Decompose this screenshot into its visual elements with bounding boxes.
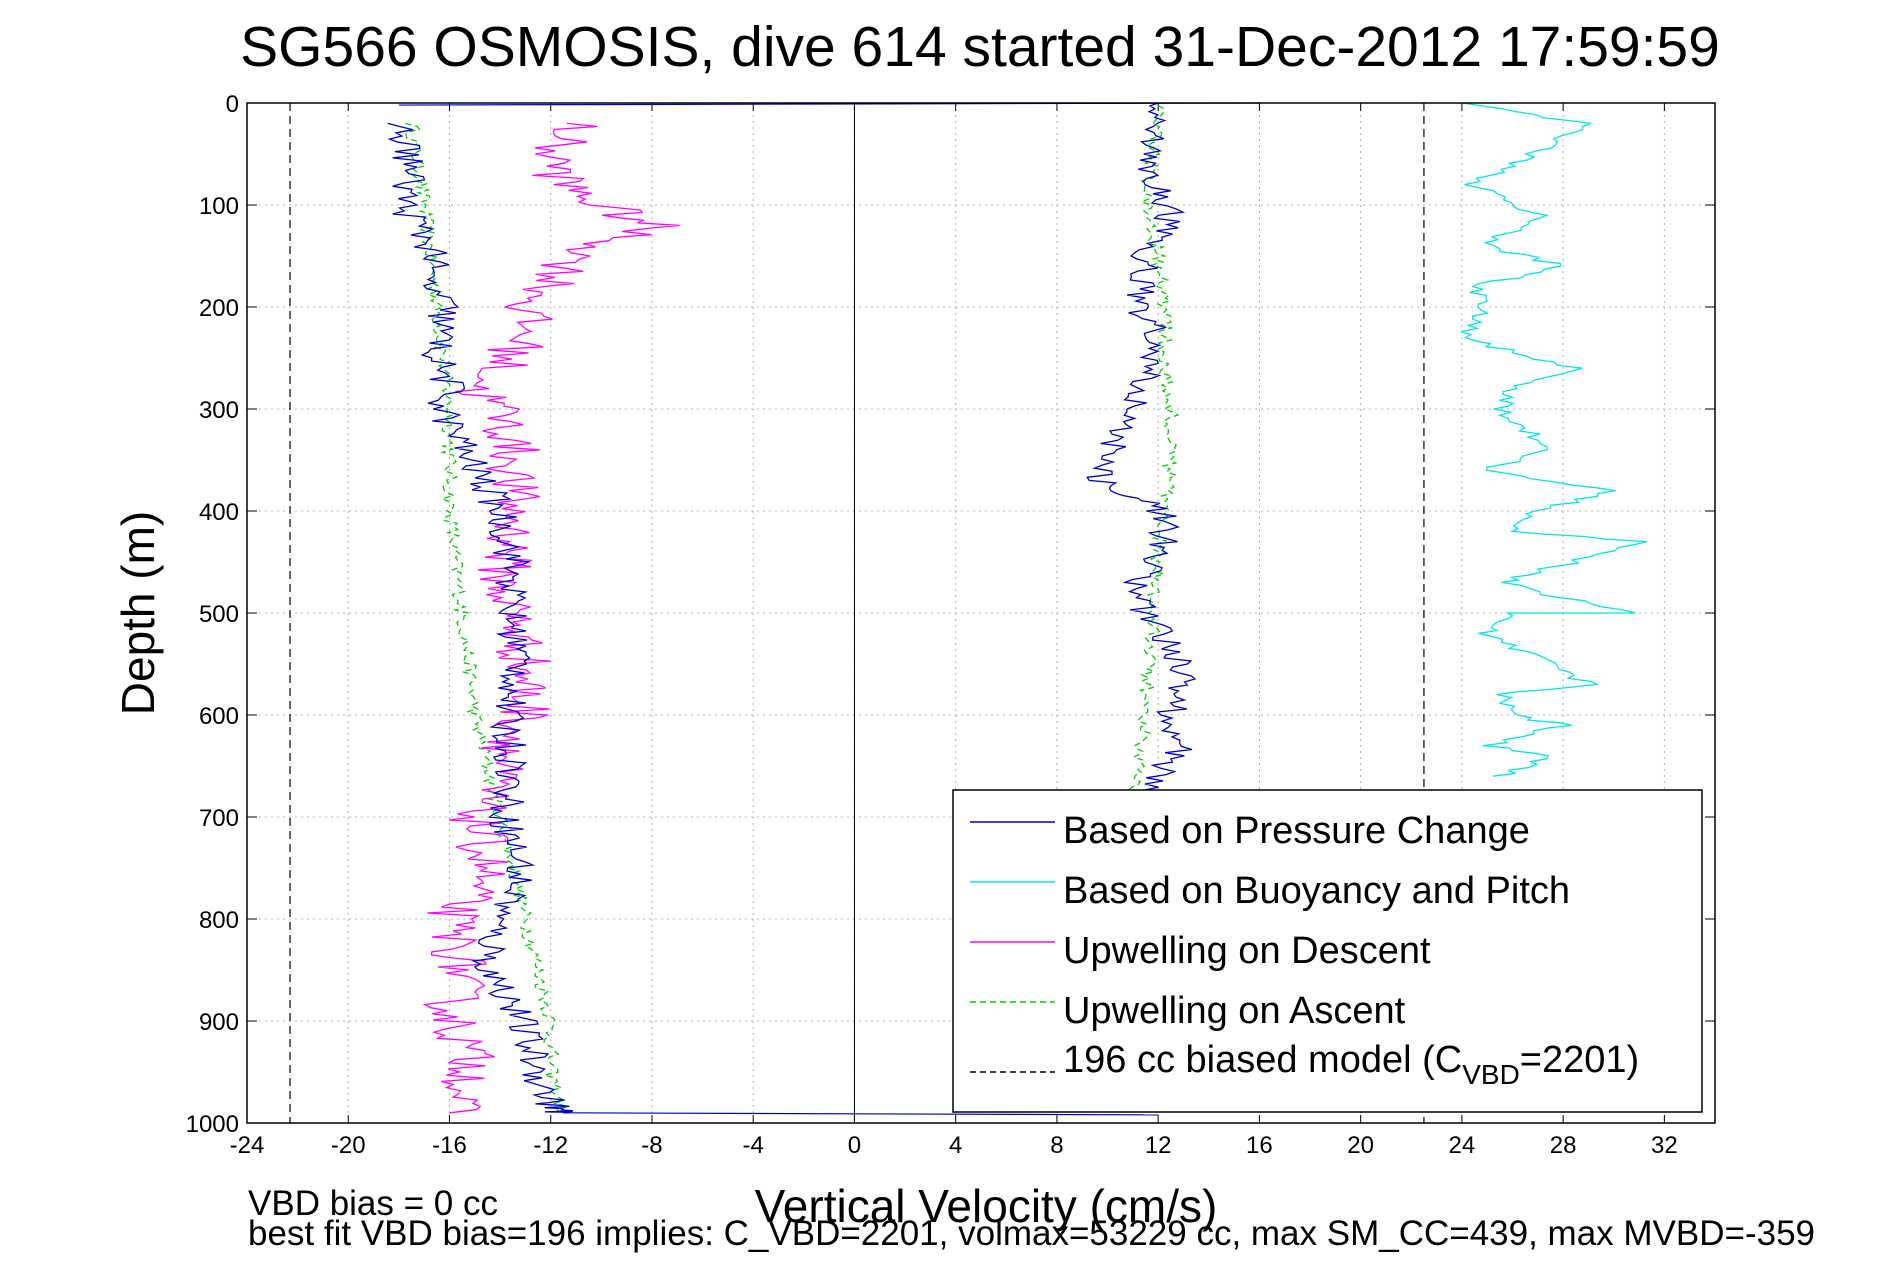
legend-label-buoyancy: Based on Buoyancy and Pitch [1063,870,1570,912]
x-tick-label: 20 [1347,1132,1374,1159]
y-tick-label: 600 [199,703,239,730]
y-tick-label: 300 [199,397,239,424]
y-tick-label: 1000 [186,1111,239,1138]
footer-line2: best fit VBD bias=196 implies: C_VBD=220… [248,1214,1815,1253]
legend: Based on Pressure Change Based on Buoyan… [952,789,1703,1113]
upwelling-ascent-ascent-line [1125,102,1180,798]
legend-label-model-tail: =2201) [1520,1039,1639,1081]
legend-label-model-sub: VBD [1462,1059,1520,1090]
legend-box [952,789,1703,1113]
y-tick-label: 700 [199,805,239,832]
chart-title: SG566 OSMOSIS, dive 614 started 31-Dec-2… [240,15,1720,79]
y-tick-label: 200 [199,295,239,322]
buoyancy-pitch-line [1460,102,1647,777]
y-tick-label: 0 [226,91,239,118]
y-tick-label: 100 [199,193,239,220]
pressure-change-ascent-line [1086,102,1197,798]
y-tick-label: 900 [199,1009,239,1036]
y-tick-label: 500 [199,601,239,628]
y-tick-label: 400 [199,499,239,526]
x-tick-label: 28 [1550,1132,1577,1159]
plot-frame [246,102,1716,1124]
x-tick-label: 0 [848,1132,861,1159]
legend-label-model: 196 cc biased model (CVBD=2201) [1063,1039,1639,1090]
x-tick-label: 12 [1145,1132,1172,1159]
x-tick-label: -20 [331,1132,366,1159]
x-tick-label: -12 [533,1132,568,1159]
upwelling-descent-line [422,122,680,1114]
axis-ticks: -24 -20 -16 -12 -8 -4 0 4 8 12 16 20 24 28 32 0 100 200 30… [186,91,1715,1159]
x-tick-label: 32 [1651,1132,1678,1159]
x-axis-label: Vertical Velocity (cm/s) [755,1180,1218,1232]
legend-label-model-main: 196 cc biased model (C [1063,1039,1462,1081]
x-tick-label: 8 [1050,1132,1063,1159]
x-tick-label: 24 [1449,1132,1476,1159]
pressure-change-descent-line [387,122,574,1114]
y-axis-label: Depth (m) [112,511,164,715]
x-tick-label: -16 [432,1132,467,1159]
x-tick-label: -4 [743,1132,764,1159]
legend-label-ascent: Upwelling on Ascent [1063,990,1406,1032]
footer-line1: VBD bias = 0 cc [248,1184,498,1223]
y-tick-label: 800 [199,907,239,934]
x-tick-label: 16 [1246,1132,1273,1159]
bottom-transition-line [563,1112,1159,1116]
x-tick-label: 4 [949,1132,962,1159]
legend-label-pressure: Based on Pressure Change [1063,810,1530,852]
legend-label-descent: Upwelling on Descent [1063,930,1431,972]
x-tick-label: -8 [641,1132,662,1159]
x-tick-label: -24 [230,1132,265,1159]
